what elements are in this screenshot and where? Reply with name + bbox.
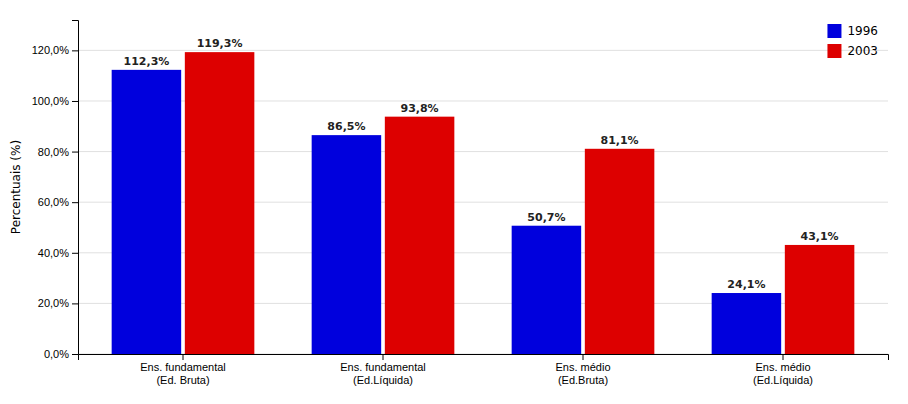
x-tick-label: Ens. fundamental(Ed.Líquida) [340, 361, 426, 386]
y-tick-mark [72, 101, 78, 102]
bar [585, 149, 655, 354]
y-tick: 80,0% [38, 146, 78, 158]
data-label: 119,3% [197, 37, 243, 50]
y-tick-label: 80,0% [38, 146, 69, 158]
legend-item: 1996 [827, 24, 878, 38]
x-tick: Ens. fundamental(Ed. Bruta) [140, 354, 226, 386]
data-label: 43,1% [800, 230, 838, 243]
y-tick-mark [72, 202, 78, 203]
data-label: 50,7% [527, 211, 565, 224]
legend-label: 2003 [847, 44, 878, 58]
x-axis-line [79, 355, 889, 361]
x-tick-mark [583, 354, 584, 360]
plot: 112,3% 86,5% 50,7% 24,1% 119,3% 93,8% 81,1% 43,… [32, 21, 889, 387]
data-label: 93,8% [400, 102, 438, 115]
y-tick-mark [72, 303, 78, 304]
bar [712, 293, 782, 354]
legend: 1996 2003 [827, 24, 878, 58]
y-tick: 60,0% [38, 196, 78, 208]
y-tick-label: 100,0% [32, 95, 70, 107]
bar [185, 52, 255, 354]
y-tick-label: 60,0% [38, 196, 69, 208]
bar [312, 135, 382, 354]
x-tick-mark [783, 354, 784, 360]
legend-item: 2003 [827, 44, 878, 58]
y-tick-label: 120,0% [32, 44, 70, 56]
legend-swatch [827, 24, 841, 38]
legend-swatch [827, 44, 841, 58]
chart: 112,3% 86,5% 50,7% 24,1% 119,3% 93,8% 81,1% 43,… [0, 0, 908, 404]
y-axis: 0,0% 20,0% 40,0% 60,0% 80,0% 100,0% 120,0% [32, 21, 79, 361]
y-tick: 120,0% [32, 44, 78, 56]
y-tick-label: 0,0% [44, 348, 69, 360]
x-tick-mark [383, 354, 384, 360]
x-tick: Ens. fundamental(Ed.Líquida) [340, 354, 426, 386]
data-label: 112,3% [124, 55, 170, 68]
x-tick-label: Ens. médio(Ed.Bruta) [555, 361, 610, 386]
data-label: 81,1% [600, 134, 638, 147]
bar [385, 117, 455, 354]
bars [112, 52, 855, 354]
y-axis-line [72, 21, 79, 355]
y-tick-mark [72, 50, 78, 51]
x-tick: Ens. médio(Ed.Bruta) [555, 354, 610, 386]
data-labels: 112,3% 86,5% 50,7% 24,1% 119,3% 93,8% 81,1% 43,… [124, 37, 839, 291]
bar [512, 226, 582, 354]
grid [78, 50, 888, 354]
x-axis: Ens. fundamental(Ed. Bruta) Ens. fundamen… [79, 354, 889, 386]
y-tick: 0,0% [44, 348, 78, 360]
bar [785, 245, 855, 354]
data-label: 86,5% [327, 120, 365, 133]
y-tick-mark [72, 354, 78, 355]
y-tick-label: 20,0% [38, 297, 69, 309]
y-axis-title: Percentuais (%) [9, 140, 23, 234]
x-tick-label: Ens. médio(Ed.Líquida) [753, 361, 813, 386]
y-tick: 40,0% [38, 247, 78, 259]
y-tick-mark [72, 152, 78, 153]
y-tick: 20,0% [38, 297, 78, 309]
x-tick: Ens. médio(Ed.Líquida) [753, 354, 813, 386]
y-tick-label: 40,0% [38, 247, 69, 259]
legend-label: 1996 [847, 24, 878, 38]
bar [112, 70, 182, 354]
data-label: 24,1% [727, 278, 765, 291]
x-tick-mark [183, 354, 184, 360]
x-tick-label: Ens. fundamental(Ed. Bruta) [140, 361, 226, 386]
y-tick: 100,0% [32, 95, 78, 107]
y-tick-mark [72, 253, 78, 254]
